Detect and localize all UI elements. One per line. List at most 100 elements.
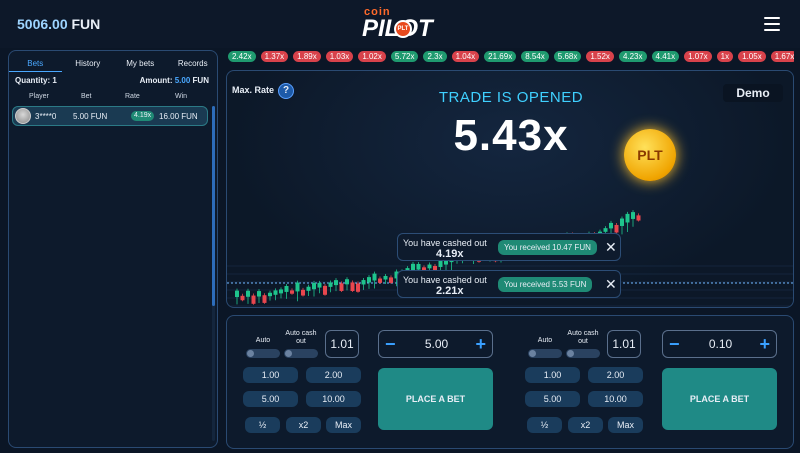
auto-label: Auto [255, 337, 271, 344]
hamburger-menu-icon[interactable] [764, 17, 780, 31]
tab-history[interactable]: History [75, 59, 101, 68]
amount-currency: FUN [192, 76, 209, 85]
cashout-title: You have cashed out [403, 275, 487, 285]
multiplier-history: 2.42x 1.37x 1.89x 1.03x 1.02x 5.72x 2.3x 1.04x 2… [228, 51, 794, 63]
tab-records[interactable]: Records [177, 59, 208, 68]
multiplier-chip: 21.69x [484, 51, 517, 62]
bets-tabs: Bets History My bets Records [9, 56, 219, 72]
auto-cashout-value[interactable]: 1.01 [325, 330, 359, 358]
balance-currency: FUN [71, 16, 101, 32]
multiplier-chip: 1.07x [684, 51, 712, 62]
bet-panel-1: Auto Auto cash out 1.01 − 5.00 + 1.00 2.… [227, 316, 511, 450]
multiplier-chip: 1.02x [358, 51, 386, 62]
row-rate-badge: 4.19x [131, 111, 155, 121]
bets-panel: Bets History My bets Records Quantity: 1… [8, 50, 218, 448]
multiplier-chip: 5.72x [390, 51, 419, 62]
multiplier-chip: 1.37x [260, 51, 289, 62]
column-win: Win [175, 93, 188, 100]
bets-table-header: Player Bet Rate Win [9, 93, 219, 103]
quantity-label: Quantity: [15, 76, 51, 85]
amount-value: 5.00 [174, 76, 191, 85]
cashout-title: You have cashed out [403, 238, 487, 248]
decrease-stake-button[interactable]: − [669, 334, 680, 354]
quick-stake-button[interactable]: 2.00 [306, 367, 361, 383]
quick-stake-button[interactable]: 1.00 [525, 367, 580, 383]
help-icon[interactable]: ? [278, 83, 294, 99]
game-area: Max. Rate ? TRADE IS OPENED 5.43x Demo P… [226, 70, 794, 308]
close-icon[interactable]: ✕ [605, 276, 617, 292]
auto-cashout-value[interactable]: 1.01 [607, 330, 641, 358]
balance-value: 5006.00 [17, 16, 68, 32]
balance: 5006.00 FUN [17, 16, 100, 32]
max-stake-button[interactable]: Max [608, 417, 643, 433]
tab-my-bets[interactable]: My bets [126, 59, 155, 68]
multiplier-chip: 4.23x [618, 51, 647, 62]
current-multiplier: 5.43x [453, 111, 569, 160]
cashout-received-badge: You received 10.47 FUN [498, 240, 597, 255]
multiplier-chip: 8.54x [521, 51, 549, 62]
multiplier-chip: 1.03x [325, 51, 354, 62]
bets-scrollbar[interactable] [212, 106, 215, 441]
auto-cashout-label: Auto cash out [567, 330, 599, 345]
increase-stake-button[interactable]: + [759, 334, 770, 354]
stake-value[interactable]: 0.10 [708, 337, 733, 351]
bet-panel-2: Auto Auto cash out 1.01 − 0.10 + 1.00 2.… [511, 316, 795, 450]
multiplier-chip: 1.52x [586, 51, 614, 62]
quick-stake-button[interactable]: 5.00 [525, 391, 580, 407]
logo-plt-badge: PLT [394, 20, 412, 38]
stake-value[interactable]: 5.00 [424, 337, 449, 351]
multiplier-chip: 1.05x [738, 51, 766, 62]
multiplier-chip: 1.04x [451, 51, 480, 62]
auto-toggle[interactable] [246, 349, 280, 358]
trade-status: TRADE IS OPENED [438, 89, 584, 106]
auto-toggle[interactable] [528, 349, 562, 358]
multiplier-chip: 5.68x [553, 51, 582, 62]
row-player: 3****0 [35, 112, 57, 121]
amount-summary: Amount: 5.00 FUN [140, 76, 209, 85]
double-stake-button[interactable]: x2 [568, 417, 603, 433]
plt-coin-icon: PLT [624, 129, 676, 181]
auto-cashout-label: Auto cash out [285, 330, 317, 345]
decrease-stake-button[interactable]: − [385, 334, 396, 354]
half-stake-button[interactable]: ½ [245, 417, 280, 433]
column-player: Player [29, 93, 49, 100]
multiplier-chip: 1.89x [293, 51, 321, 62]
place-bet-button[interactable]: PLACE A BET [378, 368, 493, 430]
bet-controls: Auto Auto cash out 1.01 − 5.00 + 1.00 2.… [226, 315, 794, 449]
cashout-multiplier: 4.19x [436, 248, 464, 260]
column-bet: Bet [81, 93, 92, 100]
stake-input[interactable]: − 0.10 + [662, 330, 777, 358]
cashout-received-badge: You received 5.53 FUN [498, 277, 593, 292]
increase-stake-button[interactable]: + [475, 334, 486, 354]
demo-button[interactable]: Demo [723, 84, 783, 102]
scrollbar-thumb[interactable] [212, 106, 215, 306]
auto-label: Auto [537, 337, 553, 344]
tab-bets[interactable]: Bets [9, 56, 62, 72]
stake-input[interactable]: − 5.00 + [378, 330, 493, 358]
row-bet: 5.00 FUN [73, 112, 108, 121]
multiplier-chip: 1x [716, 51, 734, 62]
cashout-multiplier: 2.21x [436, 285, 464, 297]
multiplier-chip: 2.42x [228, 51, 256, 62]
double-stake-button[interactable]: x2 [286, 417, 321, 433]
multiplier-chip: 1.67x [770, 51, 794, 62]
multiplier-chip: 4.41x [651, 51, 680, 62]
quick-stake-button[interactable]: 10.00 [588, 391, 643, 407]
quantity-value: 1 [52, 76, 57, 85]
table-row: 3****0 5.00 FUN 4.19x 16.00 FUN [12, 106, 208, 126]
quick-stake-button[interactable]: 10.00 [306, 391, 361, 407]
quick-stake-button[interactable]: 5.00 [243, 391, 298, 407]
auto-cashout-toggle[interactable] [566, 349, 600, 358]
top-bar: 5006.00 FUN coin PILOT PLT [0, 0, 800, 48]
logo-coin-text: coin [364, 6, 391, 18]
quick-stake-button[interactable]: 1.00 [243, 367, 298, 383]
logo: coin PILOT PLT [358, 6, 442, 44]
max-stake-button[interactable]: Max [326, 417, 361, 433]
amount-label: Amount: [139, 76, 173, 85]
quick-stake-button[interactable]: 2.00 [588, 367, 643, 383]
auto-cashout-toggle[interactable] [284, 349, 318, 358]
half-stake-button[interactable]: ½ [527, 417, 562, 433]
place-bet-button[interactable]: PLACE A BET [662, 368, 777, 430]
avatar [15, 108, 31, 124]
close-icon[interactable]: ✕ [605, 239, 617, 255]
